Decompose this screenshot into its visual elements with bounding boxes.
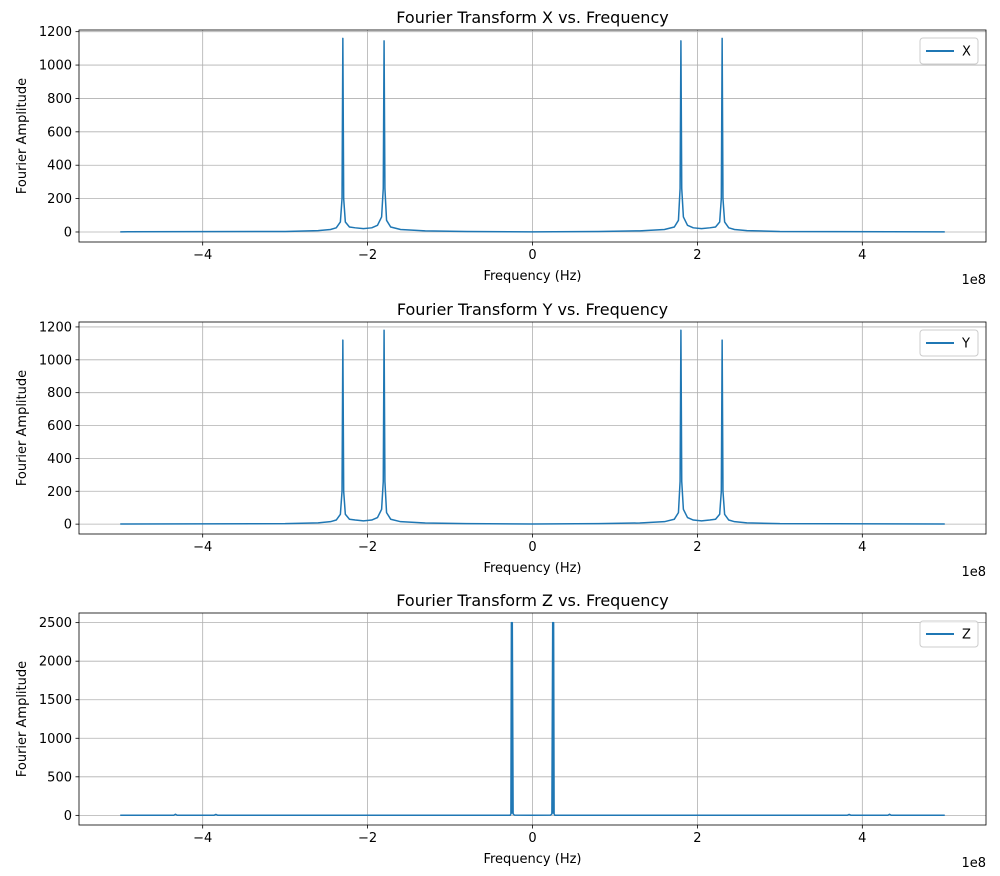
x-axis-label: Frequency (Hz)	[483, 269, 581, 284]
x-tick-label: −2	[358, 248, 377, 263]
x-tick-label: 0	[528, 831, 536, 846]
x-axis-label: Frequency (Hz)	[483, 561, 581, 576]
legend-label: X	[962, 45, 971, 60]
y-tick-label: 200	[47, 485, 72, 500]
y-tick-label: 0	[64, 225, 72, 240]
y-tick-label: 1500	[39, 693, 72, 708]
y-tick-label: 400	[47, 452, 72, 467]
x-tick-label: 2	[693, 831, 701, 846]
y-axis-label: Fourier Amplitude	[15, 78, 30, 194]
x-tick-label: −4	[193, 831, 212, 846]
x-offset-label: 1e8	[961, 565, 986, 580]
chart-panel-1: −4 −2 0 2 4 0 200 400 600 800 1000 1200 Fourier Tran…	[15, 300, 987, 580]
legend: X	[919, 37, 979, 65]
y-tick-label: 0	[64, 809, 72, 824]
x-tick-label: 4	[858, 831, 866, 846]
x-tick-label: −4	[193, 540, 212, 555]
chart-title: Fourier Transform Z vs. Frequency	[396, 591, 668, 610]
x-offset-label: 1e8	[961, 273, 986, 288]
legend: Y	[919, 329, 979, 357]
x-tick-label: 0	[528, 540, 536, 555]
y-axis-label: Fourier Amplitude	[15, 661, 30, 777]
series-line-Y	[120, 329, 945, 525]
y-tick-label: 800	[47, 92, 72, 107]
x-tick-label: 4	[858, 248, 866, 263]
y-tick-label: 400	[47, 159, 72, 174]
y-tick-label: 600	[47, 419, 72, 434]
x-offset-label: 1e8	[961, 856, 986, 871]
x-tick-label: −4	[193, 248, 212, 263]
x-axis-label: Frequency (Hz)	[483, 852, 581, 867]
y-tick-label: 2000	[39, 655, 72, 670]
chart-title: Fourier Transform X vs. Frequency	[396, 8, 668, 27]
x-tick-label: 4	[858, 540, 866, 555]
chart-title: Fourier Transform Y vs. Frequency	[397, 300, 668, 319]
y-tick-label: 1000	[39, 732, 72, 747]
chart-panel-0: −4 −2 0 2 4 0 200 400 600 800 1000 1200 Fourier Tran…	[15, 8, 987, 288]
legend-label: Y	[961, 337, 970, 352]
y-tick-label: 800	[47, 386, 72, 401]
y-tick-label: 600	[47, 125, 72, 140]
y-tick-label: 200	[47, 192, 72, 207]
legend-label: Z	[962, 628, 971, 643]
y-tick-label: 1000	[39, 59, 72, 74]
y-tick-label: 1000	[39, 353, 72, 368]
x-tick-label: −2	[358, 831, 377, 846]
x-tick-label: 0	[528, 248, 536, 263]
y-tick-label: 1200	[39, 320, 72, 335]
y-tick-label: 2500	[39, 616, 72, 631]
y-tick-label: 500	[47, 770, 72, 785]
y-axis-label: Fourier Amplitude	[15, 370, 30, 486]
chart-panel-2: −4 −2 0 2 4 0 500 1000 1500 2000 2500 Fourier Trans…	[15, 591, 987, 871]
legend: Z	[919, 620, 979, 648]
x-tick-label: −2	[358, 540, 377, 555]
y-tick-label: 0	[64, 518, 72, 533]
x-tick-label: 2	[693, 540, 701, 555]
series-line-X	[120, 37, 945, 233]
series-line-Z	[120, 621, 945, 817]
x-tick-label: 2	[693, 248, 701, 263]
y-tick-label: 1200	[39, 25, 72, 40]
